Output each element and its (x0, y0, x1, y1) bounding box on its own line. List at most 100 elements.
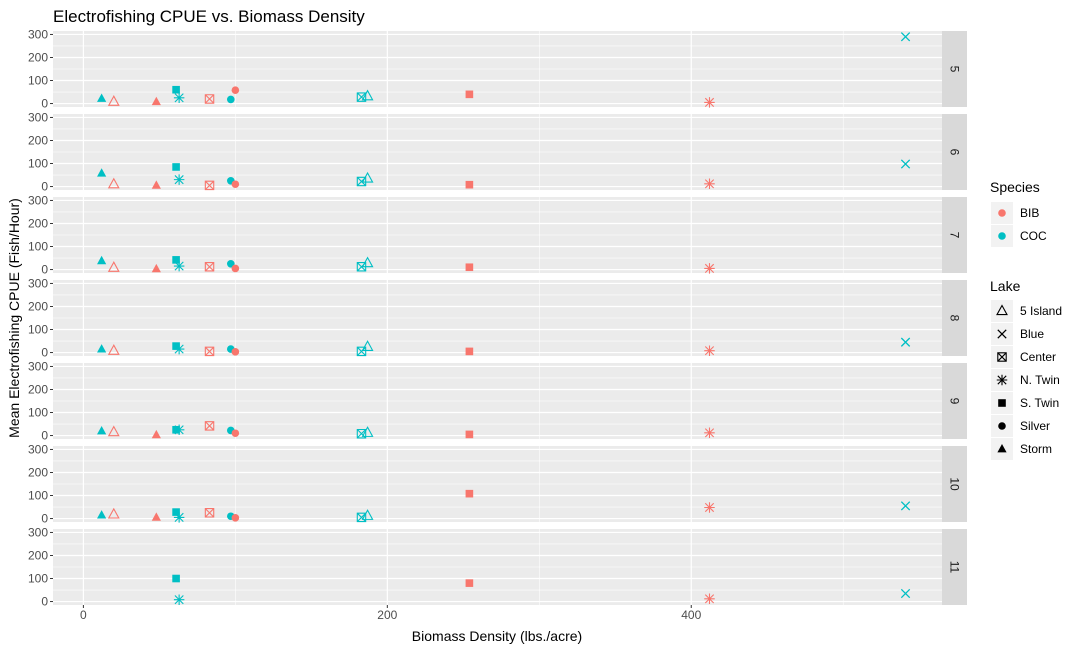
y-tick-label: 200 (28, 465, 48, 479)
chart-title: Electrofishing CPUE vs. Biomass Density (53, 7, 365, 26)
data-point (151, 180, 161, 189)
lake-legend: Lake 5 Island Blue Center N. Twin S. Twin Silv… (990, 278, 1062, 460)
facet-panel-8: 0 100 200 300 8 (28, 276, 967, 360)
data-point (107, 344, 120, 355)
facet-strip-label: 8 (948, 315, 962, 322)
data-point (465, 347, 474, 356)
data-point (204, 346, 215, 357)
legend-symbol (998, 232, 1006, 240)
legend-symbol (998, 422, 1006, 430)
facet-strip-label: 10 (948, 477, 962, 491)
data-point (231, 180, 240, 189)
y-tick-label: 200 (28, 548, 48, 562)
y-tick-label: 0 (41, 180, 48, 194)
facet-strip-label: 6 (948, 149, 962, 156)
species-legend: Species BIB COC (990, 179, 1047, 247)
data-point (204, 262, 215, 272)
data-point (204, 180, 215, 191)
data-point (361, 340, 374, 351)
y-tick-label: 300 (28, 525, 48, 539)
data-point (172, 85, 180, 94)
data-point (704, 427, 715, 439)
facet-strip-label: 9 (948, 398, 962, 405)
data-point (151, 96, 161, 106)
facet-panel-5: 0 100 200 300 5 (28, 27, 967, 111)
data-point (231, 348, 240, 356)
facet-strip (942, 31, 967, 107)
y-tick-label: 200 (28, 299, 48, 313)
data-point (204, 421, 215, 431)
y-tick-label: 200 (28, 50, 48, 64)
facet-strip (942, 529, 967, 605)
data-point (97, 255, 107, 265)
data-point (231, 429, 240, 438)
data-point (900, 337, 911, 347)
facet-strip (942, 197, 967, 273)
facet-strip (942, 114, 967, 190)
y-tick-label: 300 (28, 110, 48, 124)
data-point (173, 512, 185, 523)
data-point (704, 263, 715, 274)
x-tick-label: 400 (681, 608, 701, 622)
x-tick-label: 200 (377, 608, 397, 622)
facet-panel-6: 0 100 200 300 6 (28, 110, 967, 194)
y-tick-label: 0 (41, 263, 48, 277)
y-tick-label: 0 (41, 97, 48, 111)
y-tick-label: 300 (28, 27, 48, 41)
facet-strip-label: 11 (948, 561, 962, 574)
legend-symbol (997, 352, 1007, 362)
data-point (97, 168, 107, 177)
data-point (204, 94, 215, 104)
y-tick-label: 100 (28, 74, 48, 88)
y-tick-label: 100 (28, 323, 48, 337)
data-point (704, 97, 715, 108)
y-tick-label: 0 (41, 595, 48, 609)
y-tick-label: 300 (28, 359, 48, 373)
data-point (900, 32, 911, 42)
legend-key (991, 300, 1013, 322)
legend-symbol (996, 374, 1008, 386)
data-point (173, 343, 185, 355)
facet-strip-label: 7 (948, 232, 962, 239)
data-point (227, 95, 235, 104)
lake-legend-title: Lake (990, 278, 1021, 294)
x-axis-title: Biomass Density (lbs./acre) (412, 628, 582, 644)
data-point (172, 574, 180, 583)
facet-panel-10: 0 100 200 300 10 (28, 442, 967, 526)
data-point (356, 346, 367, 357)
data-point (361, 89, 374, 101)
data-point (107, 261, 120, 272)
legend-symbol (997, 444, 1007, 453)
legend-label: Storm (1020, 442, 1052, 456)
data-point (97, 344, 107, 353)
y-tick-label: 0 (41, 429, 48, 443)
data-point (97, 425, 107, 435)
facet-panels: 0100200300501002003006010020030070100200… (28, 27, 967, 622)
data-point (465, 180, 474, 189)
data-point (465, 263, 474, 272)
y-tick-label: 200 (28, 382, 48, 396)
data-point (151, 512, 161, 521)
legend-label: Silver (1020, 419, 1050, 433)
data-point (465, 90, 474, 99)
y-axis-title: Mean Electrofishing CPUE (Fish/Hour) (6, 198, 22, 438)
data-point (704, 178, 715, 190)
legend-label: COC (1020, 229, 1047, 243)
legend-symbol (998, 209, 1006, 217)
data-point (231, 264, 240, 273)
data-point (173, 92, 185, 104)
data-point (900, 159, 911, 169)
data-point (107, 95, 120, 106)
y-tick-label: 300 (28, 276, 48, 290)
facet-panel-7: 0 100 200 300 7 (28, 193, 967, 277)
data-point (107, 177, 120, 189)
data-point (151, 429, 161, 439)
data-point (173, 260, 185, 272)
data-point (172, 256, 180, 264)
y-tick-label: 100 (28, 157, 48, 171)
data-point (97, 510, 107, 519)
data-point (361, 171, 374, 183)
y-tick-label: 100 (28, 489, 48, 503)
legend-label: Blue (1020, 327, 1044, 341)
